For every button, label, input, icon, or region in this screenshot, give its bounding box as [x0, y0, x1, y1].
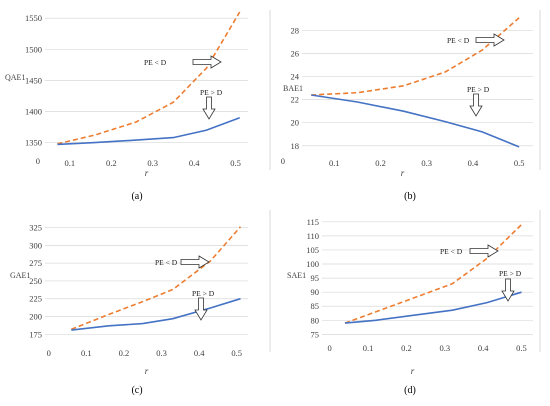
x-tick-label: 0.2	[401, 343, 412, 353]
x-tick-label: 0.3	[439, 343, 450, 353]
y-tick-label: 200	[29, 312, 42, 322]
y-axis-label: QAE1	[5, 73, 25, 82]
series-line-pe-less-than-d	[311, 17, 520, 96]
annotation-label: PE > D	[200, 88, 223, 97]
y-tick-label: 90	[311, 287, 320, 297]
annotation-label: PE < D	[144, 58, 167, 67]
y-axis-label: BAE1	[283, 84, 303, 93]
arrow-down-icon	[202, 96, 216, 120]
x-tick-label: 0.5	[230, 158, 241, 168]
y-tick-label: 1500	[25, 44, 42, 54]
series-line-pe-greater-than-d	[57, 116, 240, 146]
x-axis-label: r	[401, 168, 405, 178]
y-axis-label: GAE1	[10, 271, 30, 280]
series-line-pe-less-than-d	[57, 11, 241, 145]
y-tick-label: 105	[306, 245, 319, 255]
series-line-pe-less-than-d	[71, 226, 242, 331]
panel-caption: (a)	[131, 191, 142, 202]
y-tick-label: 110	[307, 231, 319, 241]
chart-panel-4: 75 80 85 90 95 100 105 110 115 0 0.1 0.2 0.3 0.4 0.5 SA…	[287, 210, 541, 396]
y-tick-label: 95	[311, 273, 320, 283]
y-tick-label: 175	[29, 329, 42, 339]
annotation-label: PE > D	[499, 269, 522, 278]
arrow-right-icon	[180, 255, 210, 269]
x-tick-label: 0.5	[514, 158, 525, 168]
y-tick-label: 1350	[25, 138, 42, 148]
chart-panel-3: 175 200 225 250 275 300 325 0 0.1 0.2 0.3 0.4 0.5 GAE…	[10, 210, 271, 396]
x-tick-label: 0	[328, 343, 332, 353]
x-tick-label: 0.2	[119, 348, 130, 358]
chart-panel-2: 18 20 22 24 26 28 0.1 0.2 0.3 0.4 0.5 0 BAE1 r (b) PE <…	[281, 10, 541, 202]
x-tick-label: 0.1	[363, 343, 374, 353]
x-tick-label: 0.4	[478, 343, 489, 353]
x-tick-label: 0.4	[189, 158, 200, 168]
arrow-right-icon	[475, 33, 505, 47]
x-tick-label: 0.5	[231, 348, 242, 358]
series-line-pe-greater-than-d	[311, 94, 520, 148]
x-tick-label: 0.4	[468, 158, 479, 168]
x-tick-label: 0.1	[329, 158, 340, 168]
series-line-pe-greater-than-d	[344, 291, 522, 324]
y-tick-label: 100	[306, 259, 319, 269]
y-tick-label: 28	[291, 25, 300, 35]
x-axis-label: r	[411, 366, 415, 376]
arrow-down-icon	[501, 278, 515, 302]
chart-panel-1: 1350 1400 1450 1500 1550 0.1 0.2 0.3 0.4 0.5 0 QAE1…	[5, 10, 271, 202]
y-tick-label: 18	[291, 141, 300, 151]
y-axis-label: SAE1	[287, 271, 306, 280]
panel-caption: (d)	[404, 385, 416, 396]
origin-label: 0	[281, 156, 285, 166]
y-tick-label: 26	[291, 49, 300, 59]
x-tick-label: 0.1	[65, 158, 76, 168]
y-tick-label: 1450	[25, 75, 42, 85]
x-tick-label: 0.4	[194, 348, 205, 358]
arrow-down-icon	[469, 93, 483, 117]
y-tick-label: 80	[311, 315, 320, 325]
x-tick-label: 0.3	[147, 158, 158, 168]
arrow-right-icon	[192, 55, 222, 69]
series-line-pe-greater-than-d	[71, 297, 241, 331]
x-tick-label: 0.2	[106, 158, 117, 168]
x-tick-label: 0.5	[516, 343, 527, 353]
x-tick-label: 0	[47, 348, 51, 358]
y-tick-label: 325	[29, 223, 42, 233]
x-axis-label: r	[145, 168, 149, 178]
x-tick-label: 0.2	[375, 158, 386, 168]
arrow-right-icon	[469, 244, 499, 258]
y-tick-label: 300	[29, 240, 42, 250]
y-tick-label: 1550	[25, 13, 42, 23]
annotation-label: PE < D	[447, 36, 470, 45]
panel-caption: (b)	[404, 191, 416, 202]
annotation-label: PE < D	[155, 258, 178, 267]
y-tick-label: 275	[29, 258, 42, 268]
x-tick-label: 0.1	[81, 348, 92, 358]
y-tick-label: 1400	[25, 106, 42, 116]
annotation-label: PE > D	[467, 85, 490, 94]
annotation-label: PE > D	[192, 289, 215, 298]
annotation-label: PE < D	[440, 247, 463, 256]
y-tick-label: 22	[291, 95, 300, 105]
x-tick-label: 0.3	[156, 348, 167, 358]
y-tick-label: 250	[29, 276, 42, 286]
panel-caption: (c)	[131, 385, 142, 396]
series-line-pe-less-than-d	[344, 224, 523, 324]
x-axis-label: r	[145, 366, 149, 376]
x-tick-label: 0.3	[421, 158, 432, 168]
y-tick-label: 225	[29, 294, 42, 304]
arrow-down-icon	[194, 297, 208, 321]
y-tick-label: 75	[311, 329, 320, 339]
y-tick-label: 24	[291, 72, 300, 82]
y-tick-label: 115	[307, 217, 319, 227]
y-tick-label: 20	[291, 118, 300, 128]
y-tick-label: 85	[311, 301, 320, 311]
origin-label: 0	[36, 156, 40, 166]
